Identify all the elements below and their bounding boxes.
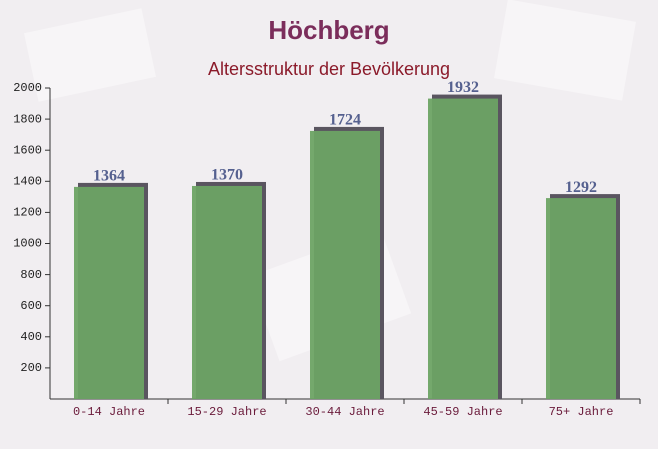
background-pattern [24,8,156,102]
chart-subtitle: Altersstruktur der Bevölkerung [208,59,450,79]
y-tick-label: 600 [20,299,42,313]
y-tick-label: 200 [20,361,42,375]
value-label: 1932 [447,79,479,96]
x-tick-label: 30-44 Jahre [305,405,384,419]
bar [310,130,380,399]
x-tick-label: 45-59 Jahre [423,405,502,419]
y-tick-label: 2000 [13,81,42,95]
value-label: 1724 [329,112,361,129]
value-label: 1364 [93,168,125,185]
x-tick-label: 75+ Jahre [549,405,614,419]
y-tick-label: 1800 [13,112,42,126]
x-tick-label: 15-29 Jahre [187,405,266,419]
background-pattern [494,0,636,101]
bar [192,185,262,399]
chart-title: Höchberg [268,15,389,45]
value-label: 1292 [565,179,597,196]
y-tick-label: 800 [20,268,42,282]
bar [428,98,498,399]
bar [74,186,144,399]
y-tick-label: 1000 [13,237,42,251]
value-label: 1370 [211,167,243,184]
y-tick-label: 1200 [13,206,42,220]
bar [546,198,616,399]
y-tick-label: 1400 [13,174,42,188]
y-tick-label: 1600 [13,143,42,157]
y-tick-label: 400 [20,330,42,344]
x-tick-label: 0-14 Jahre [73,405,145,419]
